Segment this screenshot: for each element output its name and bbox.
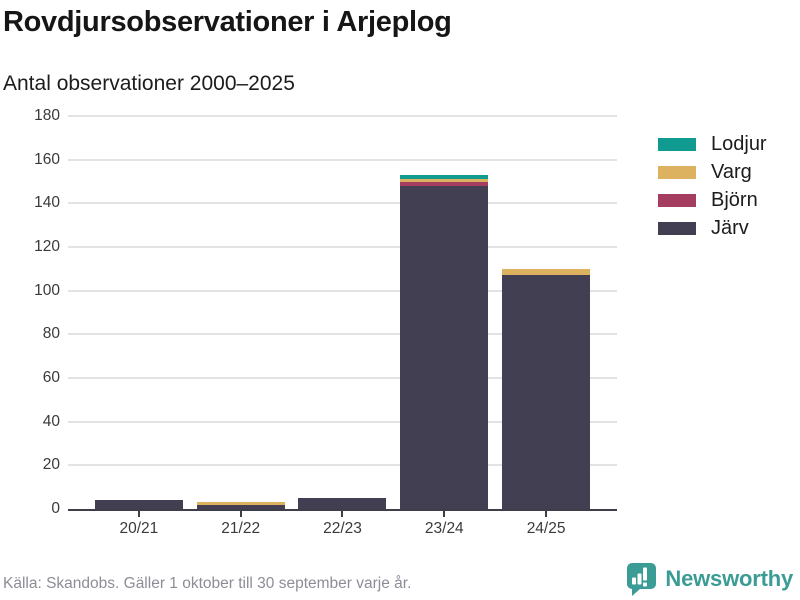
- x-axis-labels: 20/21 21/22 22/23 23/24 24/25: [88, 520, 597, 538]
- legend-item-Lodjur: Lodjur: [658, 130, 767, 158]
- y-tick-label-60: 60: [42, 369, 60, 386]
- bar-segment-21/22-Järv: [196, 504, 285, 509]
- x-tick-20/21: [88, 511, 190, 517]
- bar-column-21/22: [190, 502, 292, 509]
- legend-label-Varg: Varg: [711, 160, 752, 183]
- x-tick-label-21/22: 21/22: [221, 520, 261, 537]
- y-tick-label-20: 20: [42, 456, 60, 474]
- gridline-40: [68, 420, 617, 423]
- bar-segment-23/24-Varg: [400, 179, 489, 182]
- gridline-160: [68, 158, 617, 161]
- newsworthy-wordmark: Newsworthy: [665, 565, 793, 591]
- x-tick-mark: [341, 511, 344, 517]
- gridline-60: [68, 377, 617, 379]
- x-tick-21/22: [190, 511, 292, 517]
- y-tick-label-140: 140: [34, 194, 60, 212]
- bar-column-22/23: [292, 498, 394, 509]
- newsworthy-logo-icon: [627, 563, 657, 596]
- x-tick-24/25: [495, 511, 597, 517]
- legend-item-Järv: Järv: [658, 214, 767, 242]
- gridline-180: [68, 115, 617, 117]
- legend-label-Björn: Björn: [711, 188, 758, 211]
- bar-segment-22/23-Järv: [298, 498, 387, 509]
- gridline-20: [68, 464, 617, 467]
- x-tick-label-24/25: 24/25: [526, 520, 566, 537]
- y-tick-label-160: 160: [34, 150, 60, 168]
- bar-column-23/24: [393, 174, 495, 509]
- bar-24/25: [502, 268, 591, 509]
- source-note: Källa: Skandobs. Gäller 1 oktober till 3…: [3, 575, 412, 592]
- gridline-140: [68, 202, 617, 205]
- legend-item-Björn: Björn: [658, 186, 767, 214]
- bar-23/24: [400, 174, 489, 509]
- x-tick-label-23/24: 23/24: [424, 520, 464, 537]
- x-tick-label-22/23: 22/23: [323, 520, 362, 537]
- legend-label-Järv: Järv: [711, 216, 749, 239]
- bar-segment-20/21-Järv: [94, 500, 183, 509]
- x-tick-mark: [443, 511, 446, 517]
- bar-segment-24/25-Varg: [502, 268, 591, 276]
- bars-row: [88, 116, 597, 509]
- bar-segment-21/22-Varg: [196, 502, 285, 505]
- x-axis-ticks: [88, 511, 597, 517]
- gridline-120: [68, 246, 617, 248]
- bar-22/23: [298, 498, 387, 509]
- y-tick-label-120: 120: [34, 238, 60, 255]
- y-tick-label-40: 40: [42, 412, 60, 430]
- bar-segment-23/24-Järv: [400, 185, 489, 509]
- x-tick-23/24: [393, 511, 495, 517]
- bar-column-20/21: [88, 500, 190, 509]
- gridline-100: [68, 289, 617, 292]
- bar-segment-23/24-Lodjur: [400, 174, 489, 180]
- x-axis-line: [68, 509, 617, 511]
- x-tick-label-20/21: 20/21: [119, 520, 159, 537]
- legend-swatch-Lodjur: [658, 137, 696, 151]
- y-axis-labels: 0 20 40 60 80 100 120 140 160 180: [0, 0, 60, 600]
- bar-segment-23/24-Björn: [400, 181, 489, 186]
- plot-area: [68, 115, 617, 511]
- y-tick-label-80: 80: [42, 325, 60, 343]
- legend-label-Lodjur: Lodjur: [711, 132, 767, 155]
- y-tick-label-180: 180: [34, 107, 60, 124]
- y-tick-label-0: 0: [51, 500, 60, 517]
- bar-segment-24/25-Järv: [502, 275, 591, 509]
- legend: Lodjur Varg Björn Järv: [658, 130, 767, 242]
- legend-swatch-Björn: [658, 193, 696, 207]
- x-tick-mark: [239, 511, 242, 517]
- chart-subtitle: Antal observationer 2000–2025: [3, 72, 295, 95]
- legend-item-Varg: Varg: [658, 158, 767, 186]
- bar-20/21: [94, 500, 183, 509]
- newsworthy-brand: Newsworthy: [625, 561, 793, 596]
- legend-swatch-Järv: [658, 221, 696, 235]
- chart-title: Rovdjursobservationer i Arjeplog: [3, 6, 452, 38]
- y-tick-label-100: 100: [34, 281, 60, 299]
- bar-column-24/25: [495, 268, 597, 509]
- bar-21/22: [196, 502, 285, 509]
- legend-swatch-Varg: [658, 165, 696, 179]
- x-tick-mark: [137, 511, 140, 517]
- x-tick-mark: [545, 511, 548, 517]
- gridline-80: [68, 333, 617, 336]
- x-tick-22/23: [292, 511, 394, 517]
